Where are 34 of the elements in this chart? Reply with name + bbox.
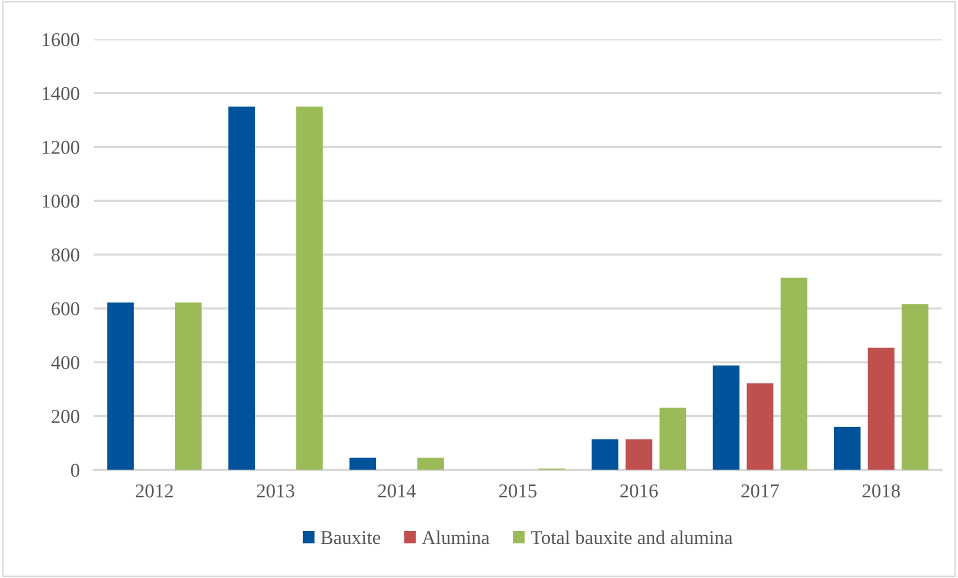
bar — [228, 106, 255, 470]
y-tick-label: 600 — [52, 302, 80, 316]
x-tick-label: 2015 — [499, 484, 536, 498]
bar — [296, 106, 323, 470]
bar — [417, 458, 444, 470]
x-tick-label: 2017 — [741, 484, 779, 498]
bar — [868, 348, 894, 470]
x-tick-label: 2013 — [256, 484, 294, 498]
x-tick-label: 2018 — [862, 484, 900, 498]
bar — [626, 439, 652, 470]
legend-label: Alumina — [422, 530, 490, 544]
bar — [592, 439, 618, 470]
y-tick-label: 1000 — [42, 194, 80, 208]
x-tick-label: 2016 — [620, 484, 658, 498]
y-tick-label: 1600 — [42, 33, 80, 46]
bar — [746, 383, 774, 470]
legend-label: Total bauxite and alumina — [530, 530, 732, 544]
legend-label: Bauxite — [320, 531, 380, 544]
y-tick-label: 400 — [51, 356, 80, 370]
bar — [780, 278, 808, 470]
bar — [712, 365, 740, 470]
bar — [660, 408, 686, 470]
y-tick-label: 1400 — [42, 86, 80, 100]
y-tick-label: 0 — [71, 464, 80, 477]
bar — [834, 426, 861, 470]
y-tick-label: 200 — [52, 410, 80, 424]
bar — [349, 458, 376, 470]
bar — [107, 302, 134, 470]
bar — [902, 304, 928, 470]
x-tick-label: 2014 — [378, 484, 416, 498]
x-tick-label: 2012 — [136, 484, 173, 498]
bar — [175, 302, 202, 470]
y-tick-label: 1200 — [42, 140, 80, 154]
y-tick-label: 800 — [52, 248, 80, 262]
